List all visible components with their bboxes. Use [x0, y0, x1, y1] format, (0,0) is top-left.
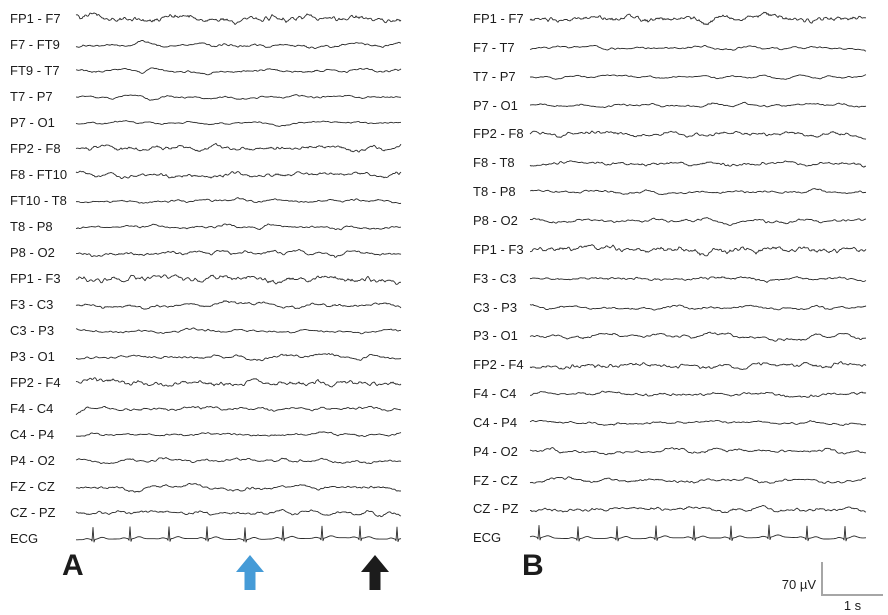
channel-label: P7 - O1 — [473, 97, 518, 113]
ecg-trace — [76, 525, 402, 543]
eeg-trace — [529, 188, 867, 195]
channel-label: FT9 - T7 — [10, 63, 60, 78]
channel-label: CZ - PZ — [10, 505, 56, 520]
eeg-trace — [75, 377, 402, 388]
channel-label: FP1 - F3 — [473, 241, 524, 257]
eeg-trace — [529, 504, 867, 514]
channel-label: FP2 - F4 — [473, 357, 524, 373]
blue-arrow-icon — [236, 555, 264, 590]
ecg-trace — [529, 524, 866, 542]
channel-label: FP1 - F3 — [10, 271, 61, 286]
eeg-trace — [529, 217, 867, 226]
channel-label: C4 - P4 — [473, 414, 518, 430]
channel-label: F3 - C3 — [10, 297, 54, 312]
channel-label: P3 - O1 — [473, 328, 518, 344]
channel-label: F8 - T8 — [473, 155, 515, 171]
eeg-trace — [75, 405, 401, 416]
eeg-trace — [529, 44, 867, 52]
eeg-trace — [76, 248, 402, 258]
channel-label: FP2 - F4 — [10, 375, 61, 390]
channel-label: F7 - T7 — [473, 39, 515, 55]
channel-label: P4 - O2 — [473, 443, 518, 459]
channel-label: T7 - P7 — [10, 89, 53, 104]
eeg-trace — [75, 483, 402, 493]
eeg-trace — [529, 101, 867, 108]
channel-label: FP1 - F7 — [473, 11, 524, 26]
eeg-trace — [75, 431, 402, 437]
eeg-trace — [529, 331, 867, 342]
eeg-trace — [529, 419, 867, 427]
channel-label: P3 - O1 — [10, 349, 55, 364]
eeg-trace — [75, 170, 402, 179]
eeg-trace — [75, 327, 402, 335]
eeg-trace — [75, 120, 402, 127]
eeg-trace — [75, 300, 402, 310]
eeg-trace — [529, 304, 867, 311]
channel-label: CZ - PZ — [473, 501, 519, 517]
black-arrow-icon — [361, 555, 389, 590]
channel-label: FP1 - F7 — [10, 11, 61, 26]
panel-b-letter: B — [522, 549, 544, 582]
eeg-trace — [529, 361, 867, 370]
channel-label: C4 - P4 — [10, 427, 55, 442]
eeg-trace — [76, 94, 402, 101]
channel-label: FP2 - F8 — [473, 126, 524, 142]
eeg-trace — [75, 508, 402, 518]
channel-label: T8 - P8 — [473, 184, 516, 200]
eeg-trace — [529, 160, 867, 168]
eeg-trace — [529, 74, 867, 80]
channel-label: P8 - O2 — [10, 245, 55, 260]
eeg-trace — [75, 40, 402, 50]
channel-label: T7 - P7 — [473, 68, 516, 84]
eeg-trace — [75, 457, 402, 465]
channel-label: FP2 - F8 — [10, 141, 61, 156]
channel-label: C3 - P3 — [473, 299, 518, 315]
channel-label: FZ - CZ — [473, 472, 518, 488]
channel-label: F4 - C4 — [473, 386, 517, 402]
scale-time-label: 1 s — [843, 598, 862, 613]
eeg-trace — [76, 352, 402, 362]
eeg-trace — [529, 447, 867, 456]
channel-label: ECG — [10, 531, 39, 546]
eeg-trace — [529, 276, 867, 283]
eeg-trace — [529, 244, 867, 257]
channel-label: ECG — [473, 530, 502, 546]
eeg-trace — [75, 197, 402, 205]
eeg-trace — [75, 274, 402, 285]
channel-label: F4 - C4 — [10, 401, 54, 416]
eeg-trace — [75, 67, 402, 76]
channel-label: F7 - FT9 — [10, 37, 60, 52]
scale-bar — [821, 562, 883, 596]
panel-a-letter: A — [62, 549, 84, 582]
channel-label: F3 - C3 — [473, 270, 517, 286]
eeg-trace — [529, 476, 866, 484]
channel-label: T8 - P8 — [10, 219, 53, 234]
eeg-trace — [529, 11, 867, 26]
channel-label: FT10 - T8 — [10, 193, 67, 208]
channel-label: F8 - FT10 — [10, 167, 68, 182]
scale-amplitude-label: 70 µV — [781, 577, 816, 592]
channel-label: P4 - O2 — [10, 453, 55, 468]
eeg-trace — [529, 130, 867, 140]
eeg-trace — [75, 12, 402, 25]
eeg-trace — [75, 142, 402, 153]
channel-label: FZ - CZ — [10, 479, 55, 494]
channel-label: C3 - P3 — [10, 323, 55, 338]
channel-label: P7 - O1 — [10, 115, 55, 130]
eeg-trace — [75, 223, 401, 231]
eeg-trace — [530, 390, 867, 398]
channel-label: P8 - O2 — [473, 212, 518, 228]
